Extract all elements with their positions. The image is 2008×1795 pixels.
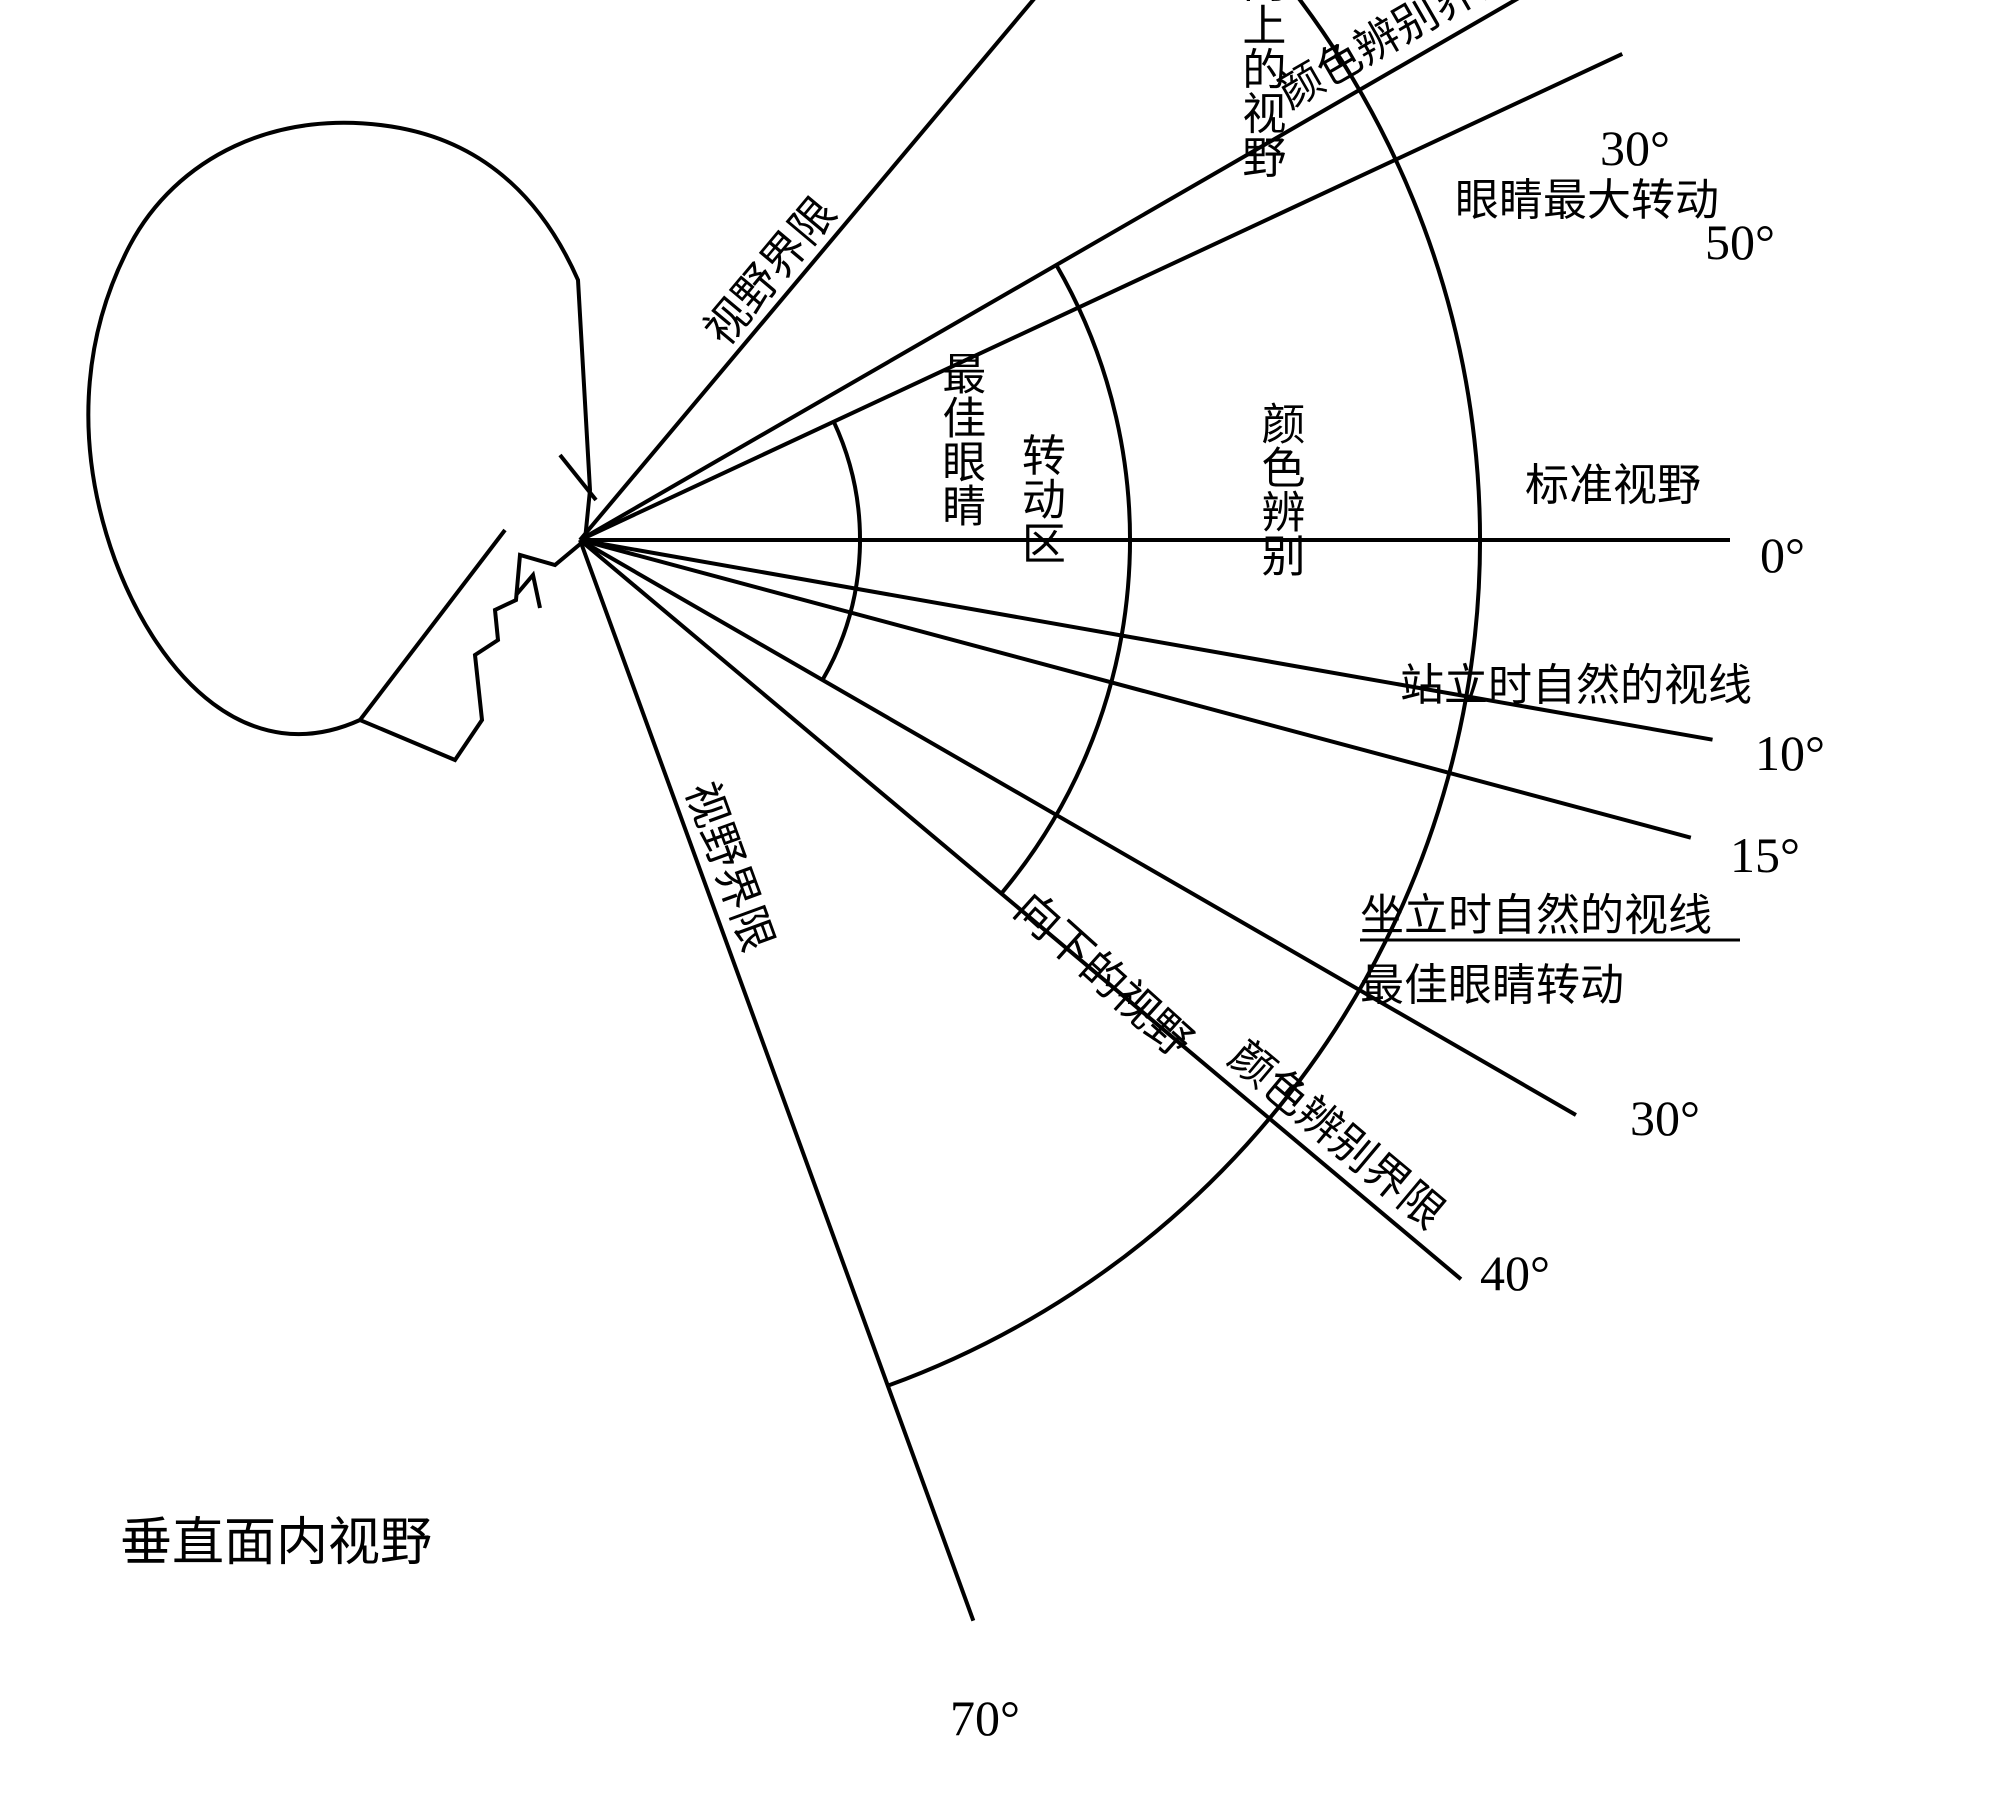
vision-diagram: 50°视野界限30°颜色辨别界限眼睛最大转动0°标准视野10°站立时自然的视线1…: [0, 0, 2008, 1795]
head-outline: [88, 123, 590, 760]
degree-label--30: 30°: [1630, 1090, 1700, 1146]
zone-label-1: 转动区: [1015, 432, 1065, 564]
arc-inner: [822, 422, 860, 680]
degree-label--15: 15°: [1730, 827, 1800, 883]
ray-label--15: 坐立时自然的视线: [1360, 891, 1712, 940]
ray-label--30: 最佳眼睛转动: [1360, 961, 1624, 1010]
degree-label-0: 0°: [1760, 527, 1805, 583]
ray-label--70: 视野界限: [676, 776, 782, 958]
arc-middle: [1001, 265, 1130, 894]
zone-label-2: 颜色辨别: [1255, 401, 1305, 577]
ray-line--70: [580, 540, 973, 1621]
degree-label--40: 40°: [1480, 1245, 1550, 1301]
diagram-title: 垂直面内视野: [120, 1515, 432, 1572]
zone-label-3: 向上的视野: [1235, 0, 1285, 179]
ray-label-25: 眼睛最大转动: [1455, 176, 1719, 225]
chin-line: [360, 530, 505, 720]
degree-label--70: 70°: [950, 1690, 1020, 1746]
zone-label-4: 向下的视野: [1005, 884, 1201, 1068]
ray-label--10: 站立时自然的视线: [1400, 661, 1752, 710]
degree-label--10: 10°: [1755, 725, 1825, 781]
zone-label-0: 最佳眼睛: [935, 351, 985, 527]
degree-label-30: 30°: [1600, 120, 1670, 176]
ray-label-50: 视野界限: [695, 189, 846, 355]
ray-label-0: 标准视野: [1525, 461, 1701, 510]
ray-line-30: [580, 0, 1576, 540]
